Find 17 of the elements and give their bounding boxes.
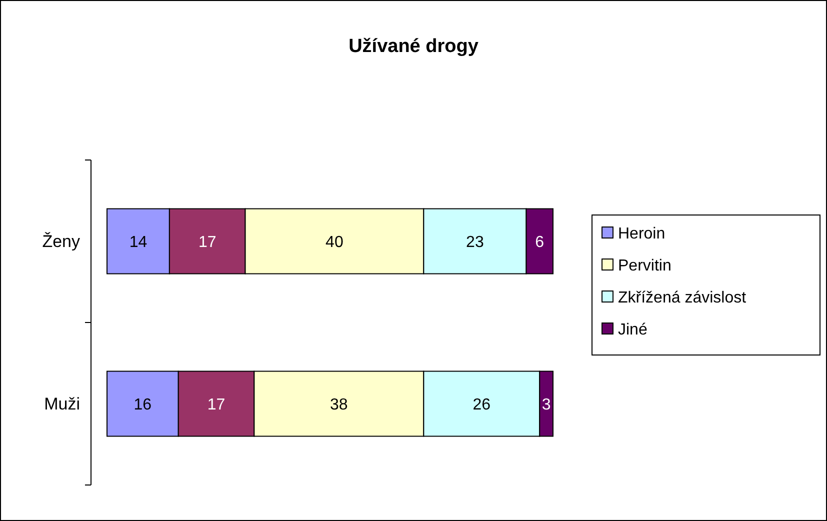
data-label: 6 <box>535 234 544 251</box>
data-label: 14 <box>129 234 148 251</box>
data-label: 16 <box>134 396 152 414</box>
data-label: 17 <box>198 234 216 251</box>
data-label: 23 <box>466 234 484 251</box>
y-tick-label: Ženy <box>42 232 80 252</box>
data-label: 38 <box>330 396 348 414</box>
legend-label: Jiné <box>618 322 648 339</box>
data-label: 3 <box>542 396 551 414</box>
legend-label: Zkřížená závislost <box>618 290 747 307</box>
chart-title: Užívané drogy <box>348 36 479 57</box>
data-label: 26 <box>472 396 491 414</box>
legend-label: Heroin <box>618 226 666 243</box>
y-tick-label: Muži <box>44 394 80 414</box>
legend-label: Pervitin <box>618 258 672 275</box>
data-label: 17 <box>207 396 226 414</box>
data-label: 40 <box>326 234 344 251</box>
